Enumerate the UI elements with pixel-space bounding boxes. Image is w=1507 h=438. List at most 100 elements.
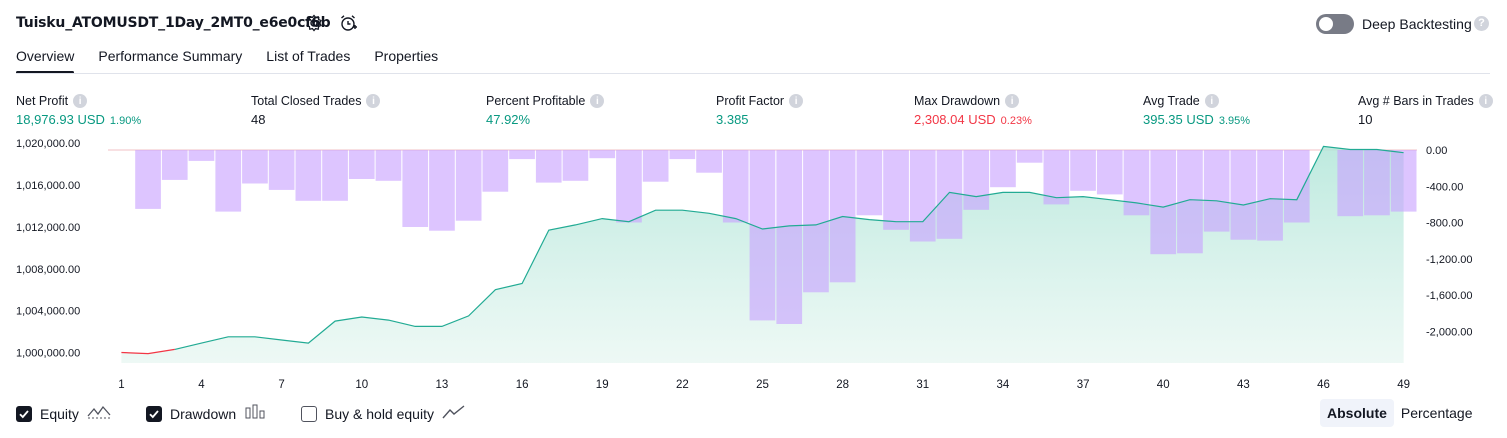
drawdown-bar [909, 150, 936, 242]
drawdown-bar [188, 150, 215, 161]
drawdown-bar [429, 150, 455, 231]
drawdown-bar [883, 150, 909, 230]
info-icon[interactable]: i [789, 94, 804, 108]
checkbox-unchecked-icon[interactable] [301, 405, 317, 422]
drawdown-bar [1203, 150, 1230, 232]
deep-backtesting-label: Deep Backtesting [1362, 16, 1472, 32]
metric-profit-factor: Profit Factor i 3.385 [716, 94, 804, 127]
equity-line-negative [121, 348, 175, 355]
left-axis-tick: 1,012,000.00 [16, 222, 80, 234]
info-icon[interactable]: i [1005, 94, 1020, 108]
drawdown-bar [1123, 150, 1150, 216]
drawdown-bar [1016, 150, 1043, 163]
drawdown-bar [589, 150, 616, 159]
drawdown-bar [348, 150, 375, 179]
equity-drawdown-chart[interactable]: 1,020,000.00 1,016,000.00 1,012,000.00 1,00… [0, 138, 1507, 398]
buy-hold-line-icon [442, 404, 466, 423]
drawdown-bar [1390, 150, 1417, 212]
metric-avg-trade: Avg Trade i 395.35 USD 3.95% [1143, 94, 1250, 127]
drawdown-bar [375, 150, 402, 181]
drawdown-bar [509, 150, 535, 160]
alarm-clock-plus-icon[interactable] [338, 13, 358, 33]
info-icon[interactable]: i [1478, 94, 1493, 108]
checkbox-checked-icon[interactable] [146, 405, 162, 422]
x-axis-tick: 34 [997, 379, 1010, 391]
drawdown-bar [482, 150, 509, 192]
right-axis-tick: 0.00 [1426, 145, 1447, 157]
metric-value: 3.385 [716, 112, 749, 127]
x-axis-tick: 7 [278, 379, 284, 391]
percentage-button[interactable]: Percentage [1400, 405, 1473, 421]
drawdown-bar [776, 150, 803, 324]
x-axis-tick: 28 [836, 379, 849, 391]
metric-value: 395.35 USD [1143, 112, 1214, 127]
drawdown-bar [669, 150, 696, 160]
equity-checkbox[interactable]: Equity [16, 404, 111, 423]
drawdown-bar [1043, 150, 1070, 205]
drawdown-bar [1257, 150, 1283, 241]
metric-sub: 3.95% [1218, 115, 1251, 127]
info-icon[interactable]: i [590, 94, 605, 108]
x-axis-tick: 13 [436, 379, 449, 391]
metric-label: Avg Trade [1143, 94, 1200, 108]
tab-overview[interactable]: Overview [16, 48, 75, 74]
x-axis-tick: 19 [596, 379, 609, 391]
info-icon[interactable]: i [366, 94, 381, 108]
left-axis-tick: 1,016,000.00 [16, 180, 80, 192]
question-icon[interactable]: ? [1474, 16, 1489, 31]
drawdown-bar [749, 150, 776, 321]
deep-backtesting-toggle[interactable] [1316, 14, 1354, 34]
drawdown-bar [616, 150, 642, 223]
scale-toggle: Absolute Percentage [1320, 399, 1480, 427]
x-axis-tick: 37 [1077, 379, 1090, 391]
metric-value: 47.92% [486, 112, 531, 127]
x-axis-tick: 25 [756, 379, 769, 391]
drawdown-bar [455, 150, 482, 221]
drawdown-bar [535, 150, 562, 183]
drawdown-bar [268, 150, 295, 190]
tab-performance-summary[interactable]: Performance Summary [98, 48, 243, 64]
drawdown-bar [856, 150, 883, 216]
checkbox-checked-icon[interactable] [16, 405, 32, 422]
buy-hold-label: Buy & hold equity [325, 405, 434, 422]
tab-list-of-trades[interactable]: List of Trades [266, 48, 351, 64]
tab-divider [16, 73, 1490, 74]
right-axis-tick: -1,200.00 [1426, 254, 1472, 266]
metric-max-drawdown: Max Drawdown i 2,308.04 USD 0.23% [914, 94, 1032, 127]
drawdown-checkbox[interactable]: Drawdown [146, 404, 266, 423]
right-axis-tick: -400.00 [1426, 181, 1463, 193]
drawdown-bar [135, 150, 161, 209]
x-axis-tick: 16 [516, 379, 529, 391]
metric-value: 2,308.04 USD [914, 112, 996, 127]
strategy-title: Tuisku_ATOMUSDT_1Day_2MT0_e6e0cf6b [16, 15, 331, 31]
info-icon[interactable]: i [1204, 94, 1219, 108]
drawdown-bar [1364, 150, 1390, 216]
info-icon[interactable]: i [73, 94, 88, 108]
x-axis-tick: 1 [118, 379, 124, 391]
drawdown-bar [642, 150, 669, 182]
metric-label: Max Drawdown [914, 94, 1001, 108]
metric-label: Total Closed Trades [251, 94, 362, 108]
x-axis-tick: 4 [198, 379, 205, 391]
absolute-button[interactable]: Absolute [1320, 399, 1394, 427]
drawdown-bar [1230, 150, 1257, 240]
metric-net-profit: Net Profit i 18,976.93 USD 1.90% [16, 94, 141, 127]
x-axis-tick: 43 [1237, 379, 1250, 391]
metric-sub: 0.23% [1000, 115, 1032, 127]
drawdown-bar [1096, 150, 1123, 195]
metric-percent-profitable: Percent Profitable i 47.92% [486, 94, 605, 127]
gear-icon[interactable] [304, 13, 324, 33]
drawdown-bar [1150, 150, 1177, 255]
drawdown-bar [1337, 150, 1364, 217]
drawdown-bar [963, 150, 990, 210]
metric-value: 48 [251, 112, 266, 127]
metric-label: Profit Factor [716, 94, 785, 108]
tab-properties[interactable]: Properties [374, 48, 439, 64]
drawdown-bar [215, 150, 242, 212]
drawdown-bar [1283, 150, 1310, 223]
drawdown-bar [1070, 150, 1096, 191]
tab-bar: Overview Performance Summary List of Tra… [16, 48, 462, 74]
metric-value: 18,976.93 USD [16, 112, 105, 127]
metric-label: Avg # Bars in Trades [1358, 94, 1474, 108]
buy-hold-checkbox[interactable]: Buy & hold equity [301, 404, 466, 423]
